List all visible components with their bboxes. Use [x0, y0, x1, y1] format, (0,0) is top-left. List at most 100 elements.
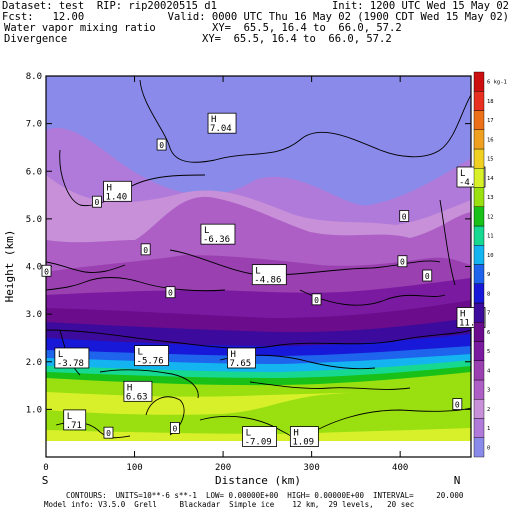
contour-zero-box [41, 264, 52, 277]
contour-zero-label: 0 [402, 212, 407, 221]
x-tick-label: 0 [43, 463, 48, 473]
extremum-label-box [134, 345, 169, 367]
contour-zero-box [140, 243, 151, 256]
extremum-kind: L [255, 267, 260, 277]
forecast-hour: Fcst: 12.00 [2, 11, 85, 23]
colorbar-level-label: 15 [487, 157, 494, 163]
extremum-label-box [63, 409, 87, 431]
extremum-label-box [242, 426, 277, 447]
field-name-mixing-ratio: Water vapor mixing ratio [4, 22, 156, 34]
extremum-label-box [123, 380, 153, 402]
colorbar-level-label: 7 [487, 311, 490, 317]
colorbar-swatch [473, 187, 485, 207]
extremum-kind: H [460, 310, 465, 320]
extremum-kind: L [67, 412, 72, 422]
xsec-coords-2: XY= 65.5, 16.4 to 66.0, 57.2 [202, 33, 392, 45]
contour-zero-label: 0 [95, 198, 100, 207]
extremum-value: -4.86 [254, 276, 281, 286]
x-tick-label: 200 [215, 463, 231, 473]
contour-zero-box [165, 286, 176, 299]
colorbar-swatch [473, 437, 485, 458]
extremum-value: .71 [66, 421, 82, 431]
extremum-label-box [289, 426, 319, 447]
colorbar-level-label: 2 [487, 407, 490, 413]
y-axis-label: Height (km) [3, 230, 16, 303]
colorbar-swatch [473, 322, 485, 342]
extremum-value: -5.76 [137, 357, 164, 367]
extremum-value: -4.7 [459, 178, 481, 188]
colorbar-level-label: 12 [487, 214, 494, 220]
colorbar-level-label: 11 [487, 234, 494, 240]
colorbar-level-label: 6 kg-1 [487, 80, 507, 86]
extremum-value: 1.09 [292, 438, 314, 448]
contour-zero-label: 0 [314, 296, 319, 305]
x-tick-label: 400 [392, 463, 408, 473]
extremum-kind: H [107, 183, 112, 193]
colorbar-level-label: 10 [487, 253, 494, 259]
extremum-kind: H [127, 383, 132, 393]
colorbar-swatch [473, 302, 485, 323]
extremum-kind: H [231, 350, 236, 360]
contour-zero-box [103, 426, 114, 439]
colorbar-level-label: 16 [487, 137, 494, 143]
extremum-kind: L [204, 226, 209, 236]
y-tick-label: 6.0 [26, 167, 42, 177]
x-tick-label: 300 [303, 463, 319, 473]
contour-zero-label: 0 [168, 289, 173, 298]
contour-zero-label: 0 [44, 267, 49, 276]
init-time: Init: 1200 UTC Wed 15 May 02 [331, 0, 509, 12]
contour-zero-box [397, 255, 408, 268]
y-tick-label: 7.0 [26, 120, 42, 130]
mixing-ratio-shading [46, 76, 471, 457]
extremum-value: -7.09 [245, 438, 272, 448]
colorbar-swatch [473, 379, 485, 400]
contour-zero-label: 0 [143, 246, 148, 255]
colorbar-level-label: 5 [487, 349, 490, 355]
contour-zero-box [92, 195, 102, 208]
colorbar-level-label: 6 [487, 330, 490, 336]
extremum-value: 6.63 [126, 392, 148, 402]
colorbar-swatch [473, 129, 485, 150]
extremum-label-box [251, 264, 287, 286]
valid-time: Valid: 0000 UTC Thu 16 May 02 (1900 CDT … [167, 11, 509, 23]
north-end-label: N [454, 474, 461, 487]
colorbar-swatch [473, 341, 485, 361]
colorbar-swatch [473, 168, 485, 188]
colorbar-swatch [473, 360, 485, 381]
colorbar-level-label: 4 [487, 368, 491, 374]
y-tick-label: 8.0 [26, 72, 42, 82]
contour-zero-box [156, 138, 167, 151]
extremum-kind: L [138, 348, 143, 358]
axis-ticks: 0 100 200 300 400 1.0 2.0 3.0 4.0 5.0 6.0 7.0 8.0 [26, 72, 471, 473]
dataset-label: Dataset: test RIP: rip20020515 d1 [2, 0, 217, 12]
colorbar-level-label: 8 [487, 291, 490, 297]
y-tick-label: 5.0 [26, 215, 42, 225]
extremum-value: 11.6 [459, 319, 481, 329]
extremum-kind: L [246, 429, 251, 439]
contour-zero-label: 0 [425, 272, 430, 281]
colorbar-level-label: 1 [487, 426, 490, 432]
extremum-label-box [207, 112, 237, 134]
contour-zero-label: 0 [400, 258, 405, 267]
colorbar-swatch [473, 399, 485, 419]
extremum-kind: L [58, 350, 63, 360]
x-axis-label: Distance (km) [215, 474, 301, 487]
divergence-extrema-labels: H7.04H1.40L-6.36L-4.86L-4.7H11.6L-3.78L-… [41, 112, 486, 448]
colorbar-level-label: 9 [487, 272, 490, 278]
extremum-kind: L [460, 169, 465, 179]
contour-zero-label: 0 [106, 429, 111, 438]
extremum-value: 1.40 [106, 192, 128, 202]
colorbar-level-label: 14 [487, 176, 494, 182]
contour-zero-label: 0 [455, 401, 460, 410]
contour-info: CONTOURS: UNITS=10**-6 s**-1 LOW= 0.0000… [66, 491, 464, 500]
colorbar-level-label: 17 [487, 118, 494, 124]
contour-zero-box [169, 422, 180, 434]
y-tick-label: 3.0 [26, 310, 42, 320]
colorbar-swatch [473, 245, 485, 265]
colorbar-swatch [473, 418, 485, 438]
contour-zero-box [399, 210, 410, 222]
extremum-value: -6.36 [203, 235, 230, 245]
colorbar-level-label: 13 [487, 195, 494, 201]
colorbar-swatch [473, 225, 485, 246]
